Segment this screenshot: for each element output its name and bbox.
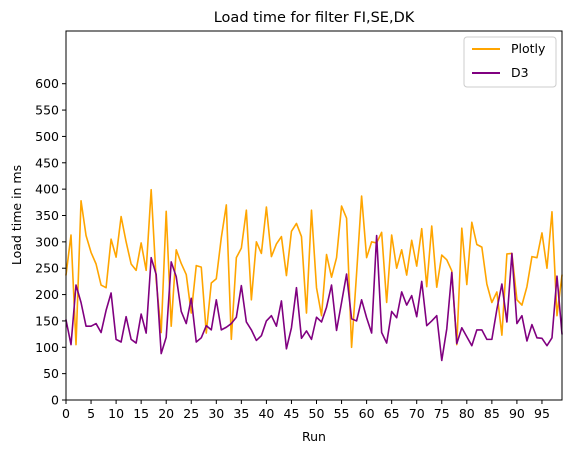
x-tick-label: 10 — [108, 406, 124, 421]
x-tick-label: 55 — [334, 406, 350, 421]
y-tick-label: 400 — [35, 182, 59, 197]
x-tick-label: 65 — [384, 406, 400, 421]
x-tick-label: 20 — [158, 406, 174, 421]
x-tick-label: 95 — [534, 406, 550, 421]
legend-label-d3: D3 — [511, 65, 529, 80]
x-tick-label: 15 — [133, 406, 149, 421]
y-axis: 0 50 100 150 200 250 300 350 400 450 500 550 600 — [35, 76, 66, 408]
x-axis: 0 5 10 15 20 25 30 35 40 45 50 55 60 65 70 75 80 85 90 95 — [62, 400, 550, 421]
y-tick-label: 100 — [35, 340, 59, 355]
y-tick-label: 450 — [35, 155, 59, 170]
x-tick-label: 40 — [258, 406, 274, 421]
x-tick-label: 85 — [484, 406, 500, 421]
x-axis-title: Run — [302, 429, 326, 444]
y-axis-title: Load time in ms — [9, 165, 24, 265]
y-tick-label: 50 — [43, 366, 59, 381]
y-tick-label: 500 — [35, 129, 59, 144]
y-tick-label: 350 — [35, 208, 59, 223]
legend-label-plotly: Plotly — [511, 41, 546, 56]
y-tick-label: 150 — [35, 313, 59, 328]
x-tick-label: 5 — [87, 406, 95, 421]
x-tick-label: 90 — [509, 406, 525, 421]
plot-area — [66, 31, 562, 400]
x-tick-label: 45 — [284, 406, 300, 421]
x-tick-label: 30 — [208, 406, 224, 421]
y-tick-label: 300 — [35, 234, 59, 249]
x-tick-label: 50 — [309, 406, 325, 421]
y-tick-label: 250 — [35, 261, 59, 276]
x-tick-label: 35 — [233, 406, 249, 421]
x-tick-label: 75 — [434, 406, 450, 421]
series-line-d3 — [65, 234, 563, 362]
series-line-plotly — [65, 188, 563, 349]
y-tick-label: 600 — [35, 76, 59, 91]
series-layer — [65, 188, 563, 362]
y-tick-label: 0 — [51, 393, 59, 408]
chart-title: Load time for filter FI,SE,DK — [214, 10, 415, 26]
x-tick-label: 70 — [409, 406, 425, 421]
x-tick-label: 60 — [359, 406, 375, 421]
x-tick-label: 0 — [62, 406, 70, 421]
x-tick-label: 25 — [183, 406, 199, 421]
y-tick-label: 550 — [35, 103, 59, 118]
legend: Plotly D3 — [463, 36, 557, 88]
y-tick-label: 200 — [35, 287, 59, 302]
x-tick-label: 80 — [459, 406, 475, 421]
